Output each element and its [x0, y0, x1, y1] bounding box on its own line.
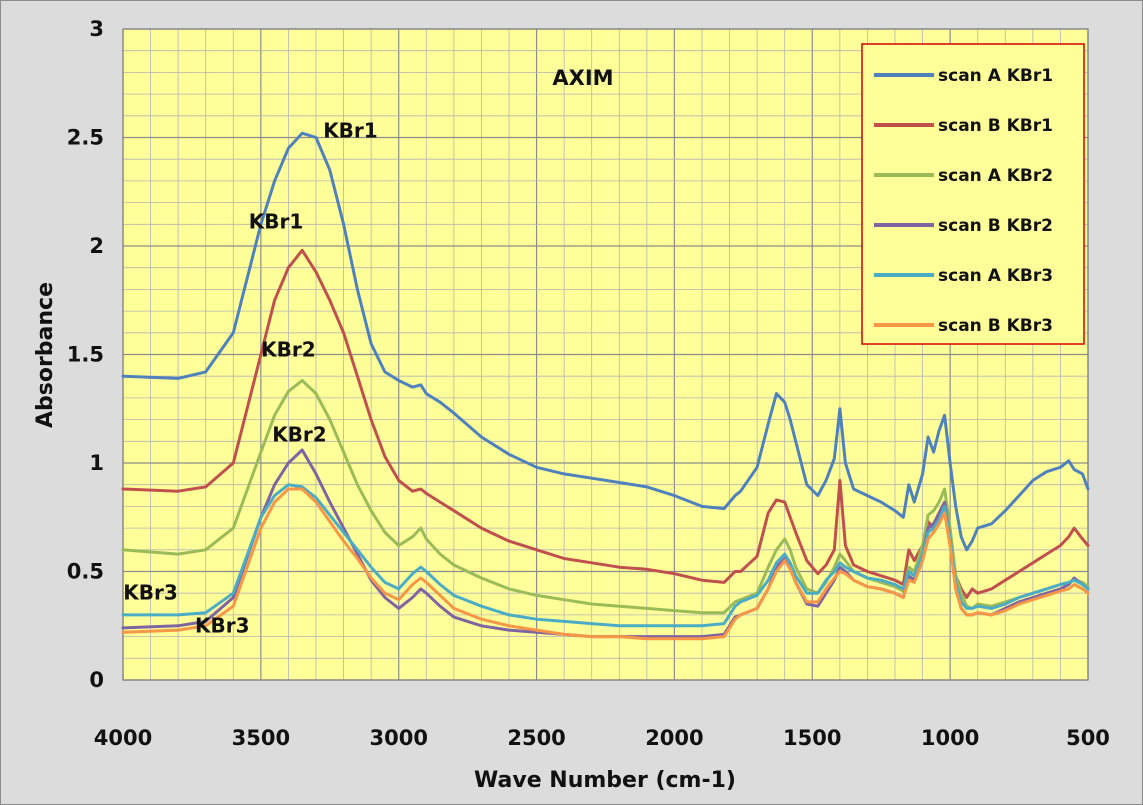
legend-label: scan B KBr1	[938, 116, 1053, 136]
series-line-6	[121, 487, 1090, 641]
annotation-label: KBr2	[272, 422, 327, 446]
x-tick-label: 1500	[783, 726, 841, 750]
x-axis-label: Wave Number (cm-1)	[474, 768, 736, 793]
plot-border	[122, 28, 1089, 681]
x-tick-label: 500	[1066, 726, 1110, 750]
chart-title: AXIM	[552, 66, 613, 90]
series-line-3	[121, 379, 1090, 615]
y-tick-label: 0.5	[67, 560, 104, 584]
x-tick-label: 2500	[507, 726, 565, 750]
y-tick-label: 2	[89, 234, 104, 258]
y-tick-label: 1	[89, 451, 104, 475]
y-tick-label: 1.5	[67, 343, 104, 367]
y-tick-labels: 0 0.5 1 1.5 2 2.5 3	[67, 17, 104, 692]
y-tick-label: 0	[89, 668, 104, 692]
annotation-label: KBr2	[261, 338, 316, 362]
annotation-label: KBr1	[249, 210, 304, 234]
series-line-5	[121, 483, 1090, 628]
series-lines	[121, 131, 1090, 641]
legend-label: scan A KBr1	[938, 66, 1053, 86]
y-tick-label: 2.5	[67, 126, 104, 150]
legend-label: scan B KBr2	[938, 216, 1053, 236]
legend-label: scan A KBr3	[938, 266, 1053, 286]
x-tick-label: 4000	[94, 726, 152, 750]
x-tick-label: 3500	[232, 726, 290, 750]
x-tick-label: 3000	[369, 726, 427, 750]
y-tick-label: 3	[89, 17, 104, 41]
series-line-1	[121, 131, 1090, 552]
x-tick-label: 1000	[921, 726, 979, 750]
legend-label: scan B KBr3	[938, 316, 1053, 336]
legend: scan A KBr1 scan B KBr1 scan A KBr2 scan B …	[861, 43, 1085, 345]
x-tick-labels: 4000 3500 3000 2500 2000 1500 1000 500	[94, 726, 1110, 750]
annotations: KBr1 KBr1 KBr2 KBr2 KBr3 KBr3	[123, 119, 377, 638]
annotation-label: KBr1	[323, 119, 378, 143]
series-line-2	[121, 248, 1090, 599]
y-axis-label: Absorbance	[33, 282, 58, 428]
annotation-label: KBr3	[123, 581, 178, 605]
legend-box	[861, 43, 1085, 345]
x-tick-label: 2000	[645, 726, 703, 750]
legend-label: scan A KBr2	[938, 166, 1053, 186]
annotation-label: KBr3	[195, 613, 250, 637]
